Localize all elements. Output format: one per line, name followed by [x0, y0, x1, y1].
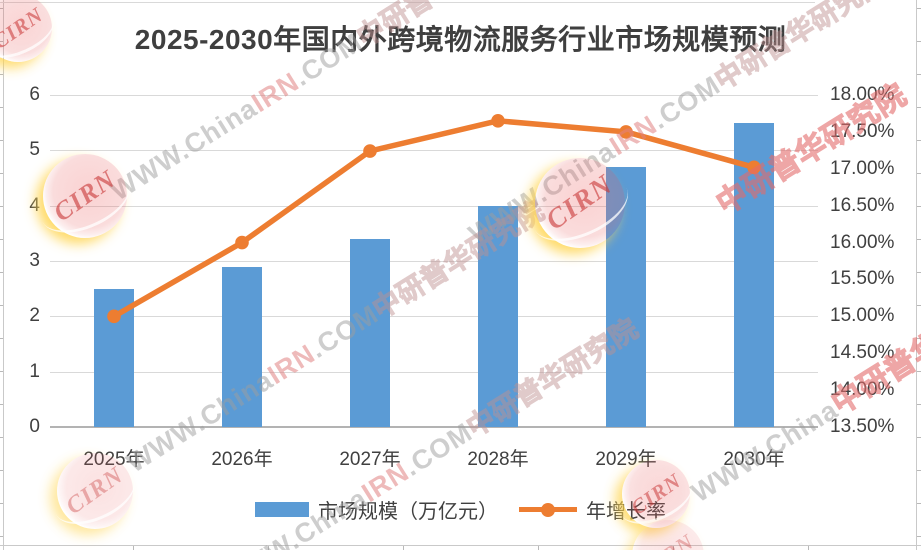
spreadsheet-bottom-ticks	[133, 546, 921, 550]
chart-title: 2025-2030年国内外跨境物流服务行业市场规模预测	[134, 24, 787, 55]
bar-2028年	[478, 205, 518, 427]
legend-line-label: 年增长率	[586, 501, 666, 523]
left-axis-tick-label: 4	[29, 194, 40, 216]
growth-rate-point	[235, 235, 249, 250]
left-axis-tick-label: 0	[29, 416, 40, 437]
right-axis-tick-label: 14.00%	[830, 379, 895, 401]
gridline	[50, 261, 818, 262]
left-axis-tick-label: 5	[29, 139, 40, 161]
right-axis-tick-label: 13.50%	[830, 416, 895, 437]
right-axis-tick-label: 15.50%	[830, 268, 895, 290]
right-axis-tick-label: 14.50%	[830, 342, 895, 364]
left-axis-tick-label: 2	[29, 305, 40, 327]
right-axis-tick-label: 17.00%	[830, 157, 895, 179]
spreadsheet-bottom-ruler	[0, 545, 921, 546]
growth-rate-line	[107, 114, 761, 324]
gridline	[50, 150, 818, 152]
spreadsheet-top-ruler	[0, 2, 815, 3]
gridline	[50, 371, 818, 373]
left-axis-tick-label: 1	[29, 360, 40, 382]
legend-bar-label: 市场规模（万亿元）	[318, 501, 498, 523]
growth-rate-point	[619, 125, 633, 139]
right-axis-tick-label: 16.50%	[830, 194, 895, 216]
legend: 市场规模（万亿元） 年增长率	[0, 495, 921, 524]
spreadsheet-left-ruler	[3, 0, 4, 550]
x-axis-label: 2028年	[467, 449, 529, 470]
x-axis-label: 2026年	[211, 449, 273, 470]
gridline	[50, 316, 818, 318]
x-axis-line	[50, 426, 818, 428]
x-axis-label: 2030年	[723, 449, 785, 470]
plot-area	[50, 95, 818, 428]
right-axis-tick-label: 15.00%	[830, 305, 895, 327]
gridline	[50, 95, 818, 96]
right-axis-tick-label: 17.50%	[830, 120, 895, 142]
growth-rate-point	[491, 114, 505, 128]
growth-rate-point	[747, 160, 761, 175]
left-axis-tick-label: 6	[29, 84, 40, 105]
bar-2029年	[606, 166, 646, 427]
x-axis-label: 2027年	[339, 449, 401, 470]
x-axis-label: 2025年	[83, 449, 145, 470]
right-axis-tick-label: 16.00%	[830, 231, 895, 253]
gridline	[50, 205, 818, 207]
legend-line-marker-icon	[519, 502, 577, 517]
spreadsheet-left-ticks	[0, 8, 3, 550]
growth-rate-point	[107, 309, 121, 324]
x-axis-label: 2029年	[595, 449, 657, 470]
growth-rate-point	[363, 144, 377, 158]
spreadsheet-right-ruler	[916, 0, 917, 550]
bar-2026年	[222, 266, 262, 427]
legend-bar-swatch-icon	[255, 502, 309, 517]
right-axis-tick-label: 18.00%	[830, 84, 895, 105]
left-axis-tick-label: 3	[29, 250, 40, 271]
spreadsheet-right-ticks	[917, 8, 921, 550]
bar-2027年	[350, 238, 390, 427]
